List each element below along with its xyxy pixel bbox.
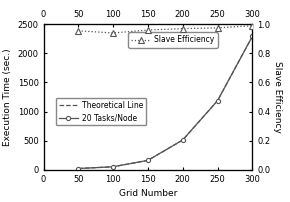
Slave Efficiency — [146, 29, 150, 31]
20 Tasks/Node — [181, 139, 184, 141]
Slave Efficiency — [77, 29, 80, 32]
20 Tasks/Node — [216, 100, 219, 102]
Theoretical Line — [251, 35, 254, 38]
Line: Theoretical Line: Theoretical Line — [78, 36, 252, 168]
Theoretical Line — [146, 159, 150, 162]
Slave Efficiency — [251, 24, 254, 27]
Theoretical Line — [77, 167, 80, 170]
X-axis label: Grid Number: Grid Number — [119, 189, 177, 198]
Theoretical Line — [111, 166, 115, 168]
Y-axis label: Execution Time (sec.): Execution Time (sec.) — [3, 48, 12, 146]
Theoretical Line — [216, 100, 219, 102]
20 Tasks/Node — [111, 166, 115, 168]
20 Tasks/Node — [77, 167, 80, 170]
Line: 20 Tasks/Node: 20 Tasks/Node — [76, 34, 254, 171]
20 Tasks/Node — [146, 159, 150, 162]
Line: Slave Efficiency: Slave Efficiency — [75, 23, 255, 36]
Y-axis label: Slave Efficiency: Slave Efficiency — [273, 61, 282, 133]
Legend: Theoretical Line, 20 Tasks/Node: Theoretical Line, 20 Tasks/Node — [56, 98, 146, 125]
Slave Efficiency — [111, 32, 115, 34]
Slave Efficiency — [216, 27, 219, 29]
Theoretical Line — [181, 139, 184, 141]
Slave Efficiency — [181, 27, 184, 30]
20 Tasks/Node — [251, 35, 254, 38]
